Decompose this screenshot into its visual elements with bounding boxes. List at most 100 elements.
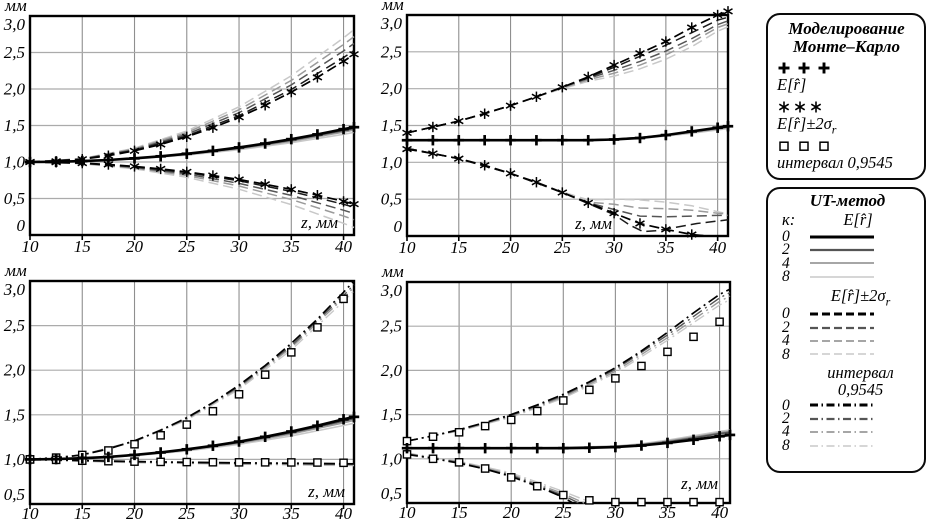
star-marker-icon <box>635 218 645 229</box>
plus-marker-icon <box>286 133 297 145</box>
legend-line-sample <box>810 262 874 265</box>
square-marker-icon <box>689 332 698 342</box>
legend-ut-group-header-line2: 0,9545 <box>837 380 884 400</box>
legend-line-sample <box>810 326 874 329</box>
series-ut-lower-k4 <box>406 147 729 215</box>
square-marker-icon <box>480 421 490 431</box>
legend-kappa-row: 0 <box>777 306 918 321</box>
chart-panel-top-left: 10 15 20 25 30 35 40 0 0,5 1,0 1,5 2,0 2,5 3,0мм z, мм <box>3 0 360 256</box>
star-marker-icon <box>181 166 192 178</box>
plus-marker-icon <box>798 62 810 74</box>
star-marker-icon <box>505 100 516 111</box>
star-marker-icon <box>479 108 490 119</box>
square-marker-icon <box>313 458 322 467</box>
star-marker-icon <box>260 100 271 111</box>
square-marker-icon <box>799 141 809 151</box>
legend-mc-title-line2: Монте–Карло <box>793 37 900 57</box>
plus-marker-icon <box>338 414 349 425</box>
star-marker-icon <box>583 71 594 83</box>
star-marker-icon <box>557 187 568 198</box>
axis-label: 20 <box>502 238 520 257</box>
plus-marker-icon <box>608 134 620 145</box>
axis-label: мм <box>4 261 27 280</box>
legend-entry-label: E[r̂] <box>777 75 807 95</box>
plus-marker-icon <box>24 454 36 465</box>
axis-label: 0,5 <box>4 189 25 208</box>
star-marker-icon <box>338 56 349 67</box>
square-marker-icon <box>182 457 192 467</box>
plus-marker-icon <box>129 449 140 461</box>
plus-marker-icon <box>532 442 543 454</box>
legend-box-monte-carlo: Моделирование Монте–Карло E[r̂] E[r̂]±2σr… <box>766 13 926 180</box>
star-marker-icon <box>181 131 192 143</box>
legend-kappa-value: 2 <box>782 318 790 336</box>
plus-marker-icon <box>636 440 647 451</box>
axis-label: 2,5 <box>381 42 402 61</box>
square-marker-icon <box>260 370 270 379</box>
series-ut-upper-k4 <box>29 36 355 163</box>
axis-label: 1,5 <box>381 405 402 424</box>
legend-kappa-value: 8 <box>782 345 790 363</box>
star-marker-icon <box>349 49 359 60</box>
square-marker-icon <box>585 385 594 395</box>
legend-kappa-value: 8 <box>782 436 790 454</box>
plus-marker-icon <box>259 431 271 443</box>
star-marker-icon <box>155 139 166 150</box>
legend-kappa-value: 4 <box>782 423 790 441</box>
square-marker-icon <box>428 432 438 442</box>
axis-label: мм <box>4 0 27 15</box>
axis-label: z, мм <box>574 214 612 233</box>
star-marker-icon <box>778 101 790 113</box>
square-marker-icon <box>454 427 464 437</box>
square-marker-icon <box>558 396 568 405</box>
square-marker-icon <box>260 458 270 467</box>
legend-line-sample <box>810 312 874 316</box>
axis-label: z, мм <box>300 213 338 232</box>
legend-line-sample <box>810 444 874 447</box>
axis-label: мм <box>381 262 404 281</box>
square-marker-icon <box>663 497 672 507</box>
square-marker-icon <box>286 458 296 467</box>
square-marker-icon <box>130 439 139 449</box>
axis-label: 1,5 <box>381 116 402 135</box>
square-marker-icon <box>532 481 542 491</box>
square-marker-icon <box>208 457 218 467</box>
series-ut-lower-k4 <box>29 161 355 221</box>
series-ut-int-lower-k0 <box>406 453 574 504</box>
axis-label: 2,5 <box>381 317 402 336</box>
plus-marker-icon <box>24 156 36 168</box>
legend-kappa-value: 0 <box>782 396 790 414</box>
axis-label: 15 <box>450 238 467 257</box>
legend-box-ut-method: UT-метод к: E[r̂] 0 2 4 8 E[r̂]±2σr 0 2 4 8 интерва… <box>766 187 926 473</box>
plot-frame <box>28 279 356 506</box>
square-marker-icon <box>585 496 594 505</box>
plus-marker-icon <box>207 145 219 157</box>
legend-kappa-row: 2 <box>777 318 918 336</box>
legend-ut-entries: к: E[r̂] 0 2 4 8 E[r̂]±2σr 0 2 4 8 интервал 0,9545 0 2… <box>777 210 918 454</box>
star-marker-icon <box>234 112 244 123</box>
plus-marker-icon <box>50 453 62 465</box>
star-marker-icon <box>660 224 671 235</box>
plus-marker-icon <box>427 135 439 146</box>
plot-frame <box>405 280 732 505</box>
legend-ut-group-header: к: E[r̂] <box>777 210 918 230</box>
legend-kappa-row: 8 <box>777 436 918 454</box>
series-ut-lower-k0 <box>29 161 355 208</box>
axis-label: 10 <box>22 504 40 521</box>
plus-marker-icon <box>233 436 245 447</box>
plus-marker-icon <box>103 451 114 463</box>
plus-marker-icon <box>453 442 465 454</box>
plus-marker-icon <box>662 437 673 449</box>
legend-ut-group-header: интервал <box>827 363 894 383</box>
legend-line-sample <box>810 353 874 356</box>
plus-marker-icon <box>505 135 516 146</box>
series-ut-upper-k0 <box>29 49 355 163</box>
legend-ut-group-title: E[r̂] <box>843 210 873 230</box>
star-marker-icon <box>609 207 619 219</box>
star-marker-icon <box>286 184 297 195</box>
legend-mc-title: Моделирование Монте–Карло <box>777 19 916 57</box>
axis-label: 35 <box>658 503 676 521</box>
square-marker-icon <box>715 317 724 327</box>
legend-mc-title-line1: Моделирование <box>788 19 905 38</box>
axis-label: 1,5 <box>4 116 25 135</box>
